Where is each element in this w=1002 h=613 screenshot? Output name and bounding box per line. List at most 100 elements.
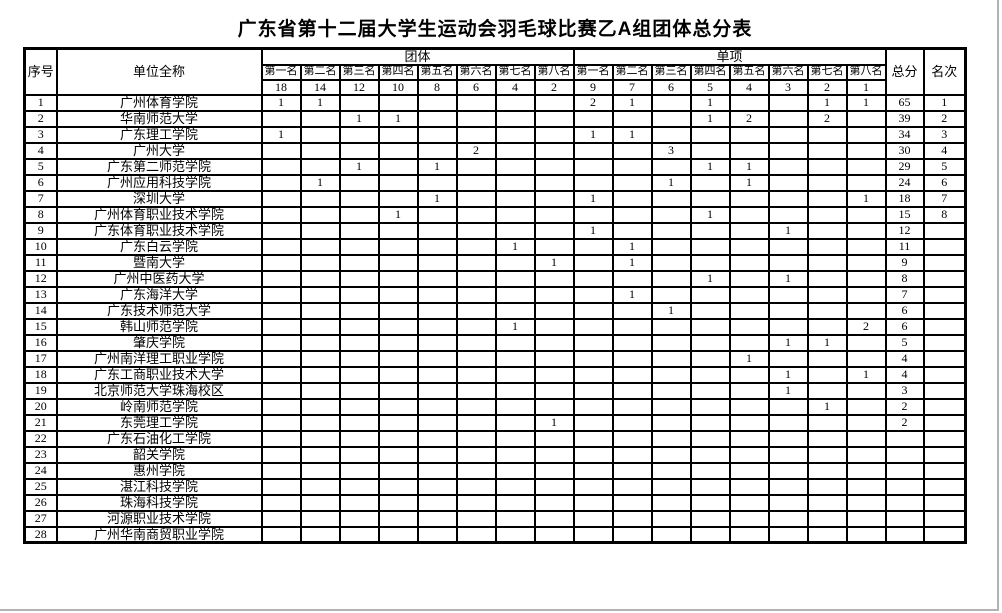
cell-place-count: [455, 237, 497, 256]
cell-place-count: [845, 493, 887, 512]
cell-place-count: [377, 189, 419, 208]
cell-place-count: [299, 301, 341, 320]
cell-place-count: [338, 461, 380, 480]
cell-place-count: [572, 445, 614, 464]
cell-place-count: [377, 477, 419, 496]
cell-place-count: [260, 477, 302, 496]
cell-place-count: [494, 189, 536, 208]
cell-rank: [922, 445, 967, 464]
cell-place-count: [611, 429, 653, 448]
cell-place-count: [533, 237, 575, 256]
cell-place-count: [728, 253, 770, 272]
cell-place-count: [533, 109, 575, 128]
cell-place-count: [611, 381, 653, 400]
cell-place-count: [689, 237, 731, 256]
cell-total-score: [884, 493, 925, 512]
cell-place-count: [494, 285, 536, 304]
header-team-points-4: 10: [377, 78, 419, 96]
cell-place-count: [416, 173, 458, 192]
cell-place-count: [689, 189, 731, 208]
table-row: 15 韩山师范学院 1 2 6: [23, 317, 967, 336]
score-table-body: 1 广州体育学院 1 1 2 1 1 1 1 65 1 2 华南师范大学 1 1 1 2 2 39 2 3 广东理工学院 1…: [23, 93, 967, 544]
cell-unit-name: 湛江科技学院: [55, 477, 263, 496]
cell-place-count: [650, 189, 692, 208]
cell-place-count: 1: [377, 205, 419, 224]
cell-place-count: [377, 413, 419, 432]
cell-place-count: [494, 477, 536, 496]
cell-place-count: [728, 333, 770, 352]
cell-place-count: [533, 445, 575, 464]
cell-no: 9: [23, 221, 58, 240]
cell-unit-name: 广东技术师范大学: [55, 301, 263, 320]
table-row: 8 广州体育职业技术学院 1 1 15 8: [23, 205, 967, 224]
cell-place-count: [299, 205, 341, 224]
cell-place-count: [533, 461, 575, 480]
cell-rank: 7: [922, 189, 967, 208]
cell-total-score: 6: [884, 317, 925, 336]
score-table-header: 序号 单位全称 团体 单项 总分 名次 第一名 第二名 第三名 第四名 第五名 第六名 第七名 第八名 第一…: [23, 47, 967, 96]
cell-place-count: 1: [728, 349, 770, 368]
cell-place-count: [377, 365, 419, 384]
cell-place-count: [494, 429, 536, 448]
cell-place-count: [806, 269, 848, 288]
cell-place-count: [845, 205, 887, 224]
cell-place-count: [689, 317, 731, 336]
table-row: 17 广州南洋理工职业学院 1 4: [23, 349, 967, 368]
cell-place-count: 1: [611, 237, 653, 256]
cell-place-count: [728, 237, 770, 256]
cell-place-count: [689, 525, 731, 544]
cell-place-count: [650, 125, 692, 144]
cell-place-count: [533, 141, 575, 160]
header-group-team: 团体: [260, 47, 575, 66]
cell-no: 25: [23, 477, 58, 496]
cell-place-count: [572, 525, 614, 544]
cell-place-count: [494, 349, 536, 368]
cell-place-count: [338, 141, 380, 160]
table-row: 25 湛江科技学院: [23, 477, 967, 496]
cell-place-count: [377, 445, 419, 464]
cell-place-count: [845, 157, 887, 176]
cell-place-count: [572, 413, 614, 432]
cell-place-count: [494, 381, 536, 400]
table-row: 24 惠州学院: [23, 461, 967, 480]
cell-place-count: [494, 397, 536, 416]
cell-unit-name: 岭南师范学院: [55, 397, 263, 416]
cell-place-count: [689, 509, 731, 528]
cell-rank: [922, 221, 967, 240]
cell-no: 19: [23, 381, 58, 400]
cell-place-count: [338, 221, 380, 240]
cell-place-count: [728, 365, 770, 384]
cell-total-score: 65: [884, 93, 925, 112]
cell-place-count: [299, 493, 341, 512]
cell-place-count: [533, 349, 575, 368]
cell-place-count: [455, 413, 497, 432]
cell-place-count: [416, 253, 458, 272]
cell-place-count: [767, 205, 809, 224]
cell-unit-name: 韩山师范学院: [55, 317, 263, 336]
cell-place-count: [416, 301, 458, 320]
table-row: 19 北京师范大学珠海校区 1 3: [23, 381, 967, 400]
cell-no: 17: [23, 349, 58, 368]
cell-place-count: 1: [806, 333, 848, 352]
cell-place-count: 1: [533, 413, 575, 432]
cell-rank: [922, 349, 967, 368]
cell-place-count: [806, 157, 848, 176]
cell-place-count: [338, 189, 380, 208]
cell-place-count: [299, 317, 341, 336]
cell-no: 23: [23, 445, 58, 464]
cell-rank: [922, 477, 967, 496]
cell-place-count: [416, 205, 458, 224]
cell-place-count: [377, 157, 419, 176]
cell-place-count: [260, 157, 302, 176]
cell-place-count: 1: [767, 221, 809, 240]
cell-no: 26: [23, 493, 58, 512]
cell-place-count: [494, 301, 536, 320]
cell-place-count: [689, 285, 731, 304]
cell-place-count: [845, 333, 887, 352]
cell-place-count: [728, 397, 770, 416]
cell-place-count: [728, 189, 770, 208]
cell-place-count: 1: [260, 125, 302, 144]
table-row: 18 广东工商职业技术大学 1 1 4: [23, 365, 967, 384]
cell-place-count: [611, 157, 653, 176]
cell-place-count: 1: [767, 269, 809, 288]
